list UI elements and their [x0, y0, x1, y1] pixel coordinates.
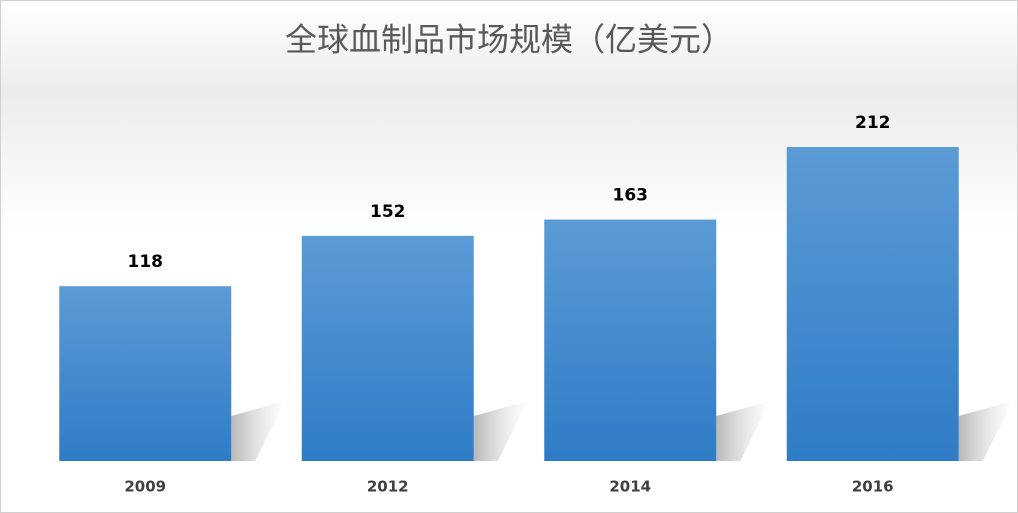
x-tick-label: 2012 [367, 478, 409, 496]
bar-shadow [473, 401, 528, 461]
data-label: 118 [128, 252, 164, 272]
x-tick-label: 2016 [852, 478, 894, 496]
bar-shadow [716, 401, 771, 461]
data-label: 152 [370, 202, 406, 222]
bar-shadow [958, 401, 1013, 461]
x-tick-label: 2009 [124, 478, 166, 496]
bar [544, 219, 717, 461]
plot-area: 2009 118 2012 152 2014 163 2016 212 [59, 113, 1013, 496]
data-label: 163 [613, 186, 649, 206]
data-label: 212 [855, 113, 891, 133]
bar [786, 147, 959, 461]
chart-title: 全球血制品市场规模（亿美元） [285, 21, 733, 59]
bar [59, 286, 232, 461]
bar-shadow [231, 401, 286, 461]
bar [301, 235, 474, 461]
x-tick-label: 2014 [609, 478, 651, 496]
